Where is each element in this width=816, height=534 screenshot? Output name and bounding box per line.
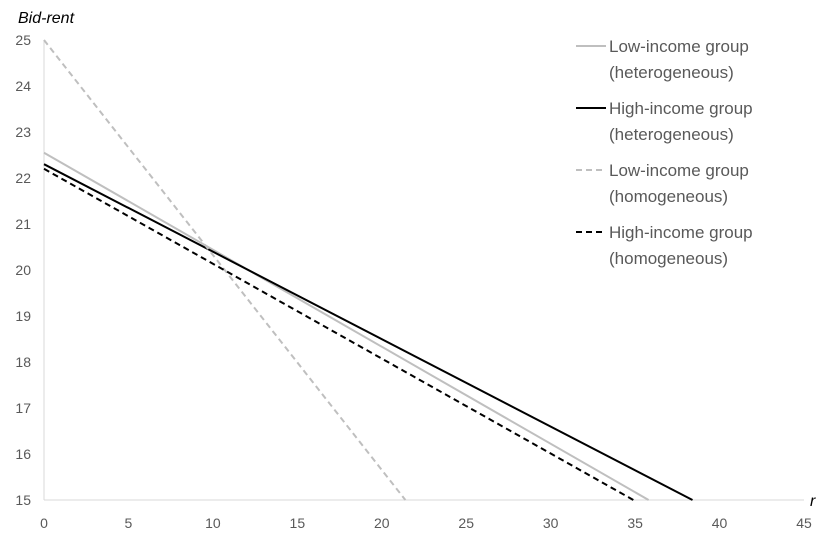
y-tick-label: 19 [15, 308, 31, 324]
x-tick-label: 25 [458, 515, 474, 531]
legend-label: (heterogeneous) [609, 125, 734, 144]
y-tick-label: 17 [15, 400, 31, 416]
x-tick-label: 0 [40, 515, 48, 531]
series-line-1 [43, 151, 650, 501]
series-line-2 [43, 163, 693, 501]
x-tick-label: 5 [125, 515, 133, 531]
legend-label: High-income group [609, 223, 753, 242]
series-lines [43, 39, 693, 501]
axes [43, 40, 804, 501]
y-tick-labels: 15 16 17 18 19 20 21 22 23 24 25 [15, 32, 31, 508]
legend-label: High-income group [609, 99, 753, 118]
legend-label: Low-income group [609, 37, 749, 56]
y-tick-label: 22 [15, 170, 31, 186]
legend: Low-income group (heterogeneous) High-inco… [576, 37, 753, 268]
x-tick-label: 45 [796, 515, 812, 531]
x-axis-title: r [810, 493, 816, 510]
legend-label: Low-income group [609, 161, 749, 180]
y-axis-title: Bid-rent [18, 10, 75, 27]
y-tick-label: 18 [15, 354, 31, 370]
x-tick-labels: 0 5 10 15 20 25 30 35 40 45 [40, 515, 812, 531]
series-line-3 [43, 39, 407, 501]
legend-label: (homogeneous) [609, 187, 728, 206]
y-tick-label: 23 [15, 124, 31, 140]
x-tick-label: 40 [712, 515, 728, 531]
series-line-4 [43, 167, 634, 501]
legend-label: (homogeneous) [609, 249, 728, 268]
x-tick-label: 15 [290, 515, 306, 531]
y-tick-label: 21 [15, 216, 31, 232]
y-tick-label: 20 [15, 262, 31, 278]
y-tick-label: 15 [15, 492, 31, 508]
x-tick-label: 20 [374, 515, 390, 531]
x-tick-label: 35 [627, 515, 643, 531]
legend-label: (heterogeneous) [609, 63, 734, 82]
y-tick-label: 25 [15, 32, 31, 48]
x-tick-label: 30 [543, 515, 559, 531]
y-tick-label: 24 [15, 78, 31, 94]
x-tick-label: 10 [205, 515, 221, 531]
y-tick-label: 16 [15, 446, 31, 462]
